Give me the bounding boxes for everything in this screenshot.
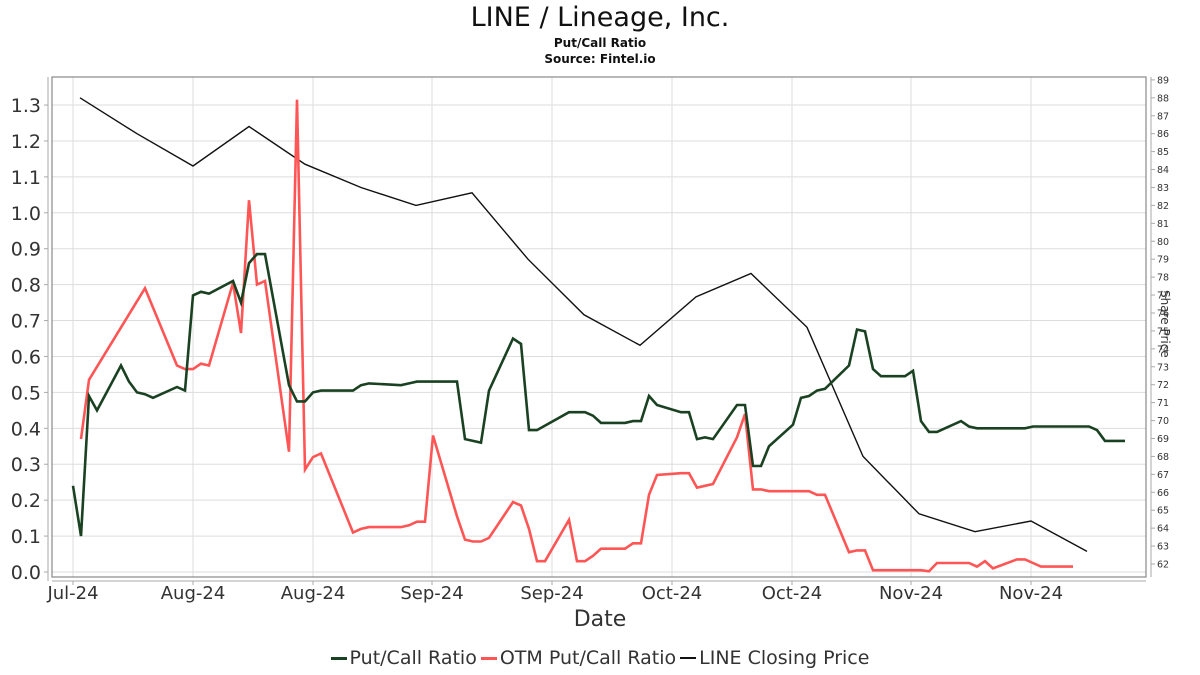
right-tick-label: 64 — [1157, 524, 1169, 535]
x-tick-label: Jul-24 — [46, 583, 98, 604]
left-tick-label: 0.1 — [11, 526, 41, 548]
legend-swatch-price — [680, 657, 697, 659]
left-tick-label: 0.0 — [11, 562, 41, 584]
x-tick-label: Sep-24 — [520, 583, 583, 604]
right-tick-label: 89 — [1157, 75, 1169, 86]
left-tick-label: 0.6 — [11, 346, 41, 368]
left-tick-label: 0.5 — [11, 382, 41, 404]
left-tick-label: 0.3 — [11, 454, 41, 476]
right-tick-label: 66 — [1157, 488, 1169, 499]
left-tick-label: 1.2 — [11, 131, 41, 153]
right-tick-label: 80 — [1157, 237, 1169, 248]
right-tick-label: 65 — [1157, 506, 1169, 517]
right-tick-label: 74 — [1157, 344, 1169, 355]
right-tick-label: 68 — [1157, 452, 1169, 463]
x-tick-label: Nov-24 — [879, 583, 943, 604]
left-tick-label: 1.1 — [11, 167, 41, 189]
legend-swatch-put-call — [330, 656, 347, 660]
legend-label: OTM Put/Call Ratio — [499, 647, 677, 669]
right-tick-label: 73 — [1157, 362, 1169, 373]
right-tick-label: 67 — [1157, 470, 1169, 481]
legend-label: Put/Call Ratio — [349, 647, 477, 669]
legend-item-otm-put-call[interactable]: OTM Put/Call Ratio — [480, 647, 677, 669]
right-tick-label: 78 — [1157, 273, 1169, 284]
legend: Put/Call Ratio OTM Put/Call Ratio LINE C… — [0, 647, 1200, 669]
right-tick-label: 81 — [1157, 219, 1169, 230]
right-tick-label: 75 — [1157, 326, 1169, 337]
plot-frame — [51, 76, 1147, 578]
left-tick-label: 1.3 — [11, 95, 41, 117]
right-tick-label: 86 — [1157, 129, 1169, 140]
x-tick-label: Oct-24 — [762, 583, 823, 604]
legend-item-closing-price[interactable]: LINE Closing Price — [680, 647, 869, 669]
otm-put-call-ratio-line — [79, 99, 1073, 573]
right-tick-label: 76 — [1157, 308, 1169, 319]
right-tick-label: 85 — [1157, 147, 1169, 158]
left-tick-label: 0.9 — [11, 239, 41, 261]
legend-item-put-call[interactable]: Put/Call Ratio — [330, 647, 477, 669]
left-tick-label: 1.0 — [11, 203, 41, 225]
x-tick-label: Sep-24 — [400, 583, 463, 604]
chart-title: LINE / Lineage, Inc. — [470, 2, 730, 33]
left-tick-label: 0.2 — [11, 490, 41, 512]
legend-swatch-otm — [480, 656, 497, 660]
right-tick-label: 69 — [1157, 434, 1169, 445]
right-tick-label: 62 — [1157, 560, 1169, 571]
left-tick-label: 0.4 — [11, 418, 41, 440]
x-tick-label: Oct-24 — [642, 583, 703, 604]
right-tick-label: 82 — [1157, 201, 1169, 212]
right-axis-label: Share Price — [1158, 290, 1172, 358]
right-tick-label: 77 — [1157, 291, 1169, 302]
left-tick-label: 0.7 — [11, 311, 41, 333]
x-tick-label: Aug-24 — [161, 583, 226, 604]
right-tick-label: 88 — [1157, 93, 1169, 104]
right-tick-label: 83 — [1157, 183, 1169, 194]
x-tick-label: Aug-24 — [281, 583, 346, 604]
legend-label: LINE Closing Price — [699, 647, 870, 669]
right-tick-label: 70 — [1157, 416, 1169, 427]
right-tick-label: 84 — [1157, 165, 1169, 176]
left-tick-label: 0.8 — [11, 275, 41, 297]
x-axis-label: Date — [573, 607, 627, 632]
chart-subtitle: Put/Call Ratio — [553, 36, 647, 50]
grid-lines — [52, 77, 1146, 577]
right-tick-label: 63 — [1157, 542, 1169, 553]
closing-price-line — [79, 97, 1088, 553]
right-tick-label: 87 — [1157, 111, 1169, 122]
right-tick-label: 71 — [1157, 398, 1169, 409]
right-tick-label: 72 — [1157, 380, 1169, 391]
put-call-ratio-line — [71, 252, 1125, 537]
chart-source: Source: Fintel.io — [544, 52, 656, 66]
right-tick-label: 79 — [1157, 255, 1169, 266]
x-tick-label: Nov-24 — [999, 583, 1063, 604]
